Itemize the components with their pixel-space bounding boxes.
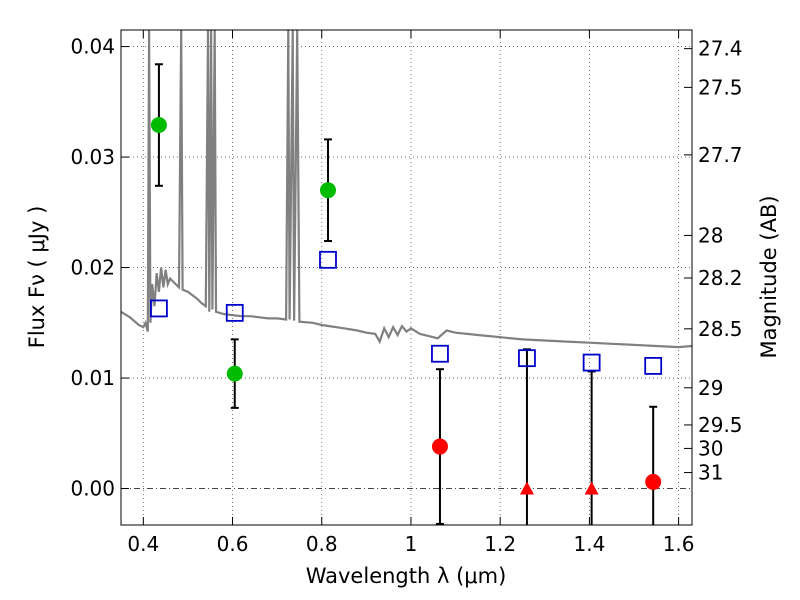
magnitude-axis-label: Magnitude (AB)	[757, 195, 781, 358]
model-point	[319, 250, 337, 269]
magnitude-tick-label: 27.4	[698, 37, 743, 61]
x-tick-label: 0.8	[306, 532, 338, 556]
data-point	[226, 365, 243, 382]
upper-limit-marker	[519, 481, 534, 495]
model-point	[518, 349, 536, 368]
data-marks	[150, 63, 663, 525]
magnitude-tick-label: 30	[698, 436, 723, 460]
data-point	[645, 473, 662, 490]
ticks: 0.4 0.6 0.8 1 1.2 1.4 1.6 0.00 0.01 0.02 0.03 0.04 2…	[70, 30, 743, 556]
model-point	[431, 344, 449, 363]
model-point	[225, 303, 244, 322]
y-tick-label: 0.03	[70, 145, 115, 169]
y-tick-label: 0.01	[70, 366, 115, 390]
data-point	[319, 182, 336, 199]
model-point	[582, 353, 601, 372]
magnitude-tick-label: 29	[698, 376, 723, 400]
y-axis-label: Flux Fν ( μJy )	[25, 206, 49, 349]
plot-frame	[120, 29, 693, 526]
x-tick-label: 1.4	[573, 532, 605, 556]
spectrum-line	[121, 30, 692, 349]
y-tick-label: 0.02	[70, 256, 115, 280]
magnitude-tick-label: 28	[698, 223, 723, 247]
magnitude-tick-label: 27.5	[698, 75, 743, 99]
spectrum	[121, 30, 692, 349]
x-tick-label: 1	[405, 532, 418, 556]
x-tick-label: 1.6	[663, 532, 695, 556]
y-tick-label: 0.04	[70, 35, 115, 59]
x-axis-label: Wavelength λ (μm)	[306, 564, 507, 588]
y-tick-label: 0.00	[70, 477, 115, 501]
magnitude-tick-label: 28.5	[698, 317, 743, 341]
upper-limit-marker	[584, 481, 599, 495]
data-point	[431, 438, 448, 455]
x-tick-label: 1.2	[484, 532, 516, 556]
x-tick-label: 0.6	[217, 532, 249, 556]
magnitude-tick-label: 27.7	[698, 143, 743, 167]
data-point	[150, 117, 167, 134]
grid	[121, 30, 692, 525]
magnitude-tick-label: 28.2	[698, 266, 743, 290]
magnitude-tick-label: 29.5	[698, 413, 743, 437]
model-point	[150, 299, 168, 318]
x-tick-label: 0.4	[127, 532, 159, 556]
magnitude-tick-label: 31	[698, 461, 723, 485]
model-point	[644, 356, 663, 375]
